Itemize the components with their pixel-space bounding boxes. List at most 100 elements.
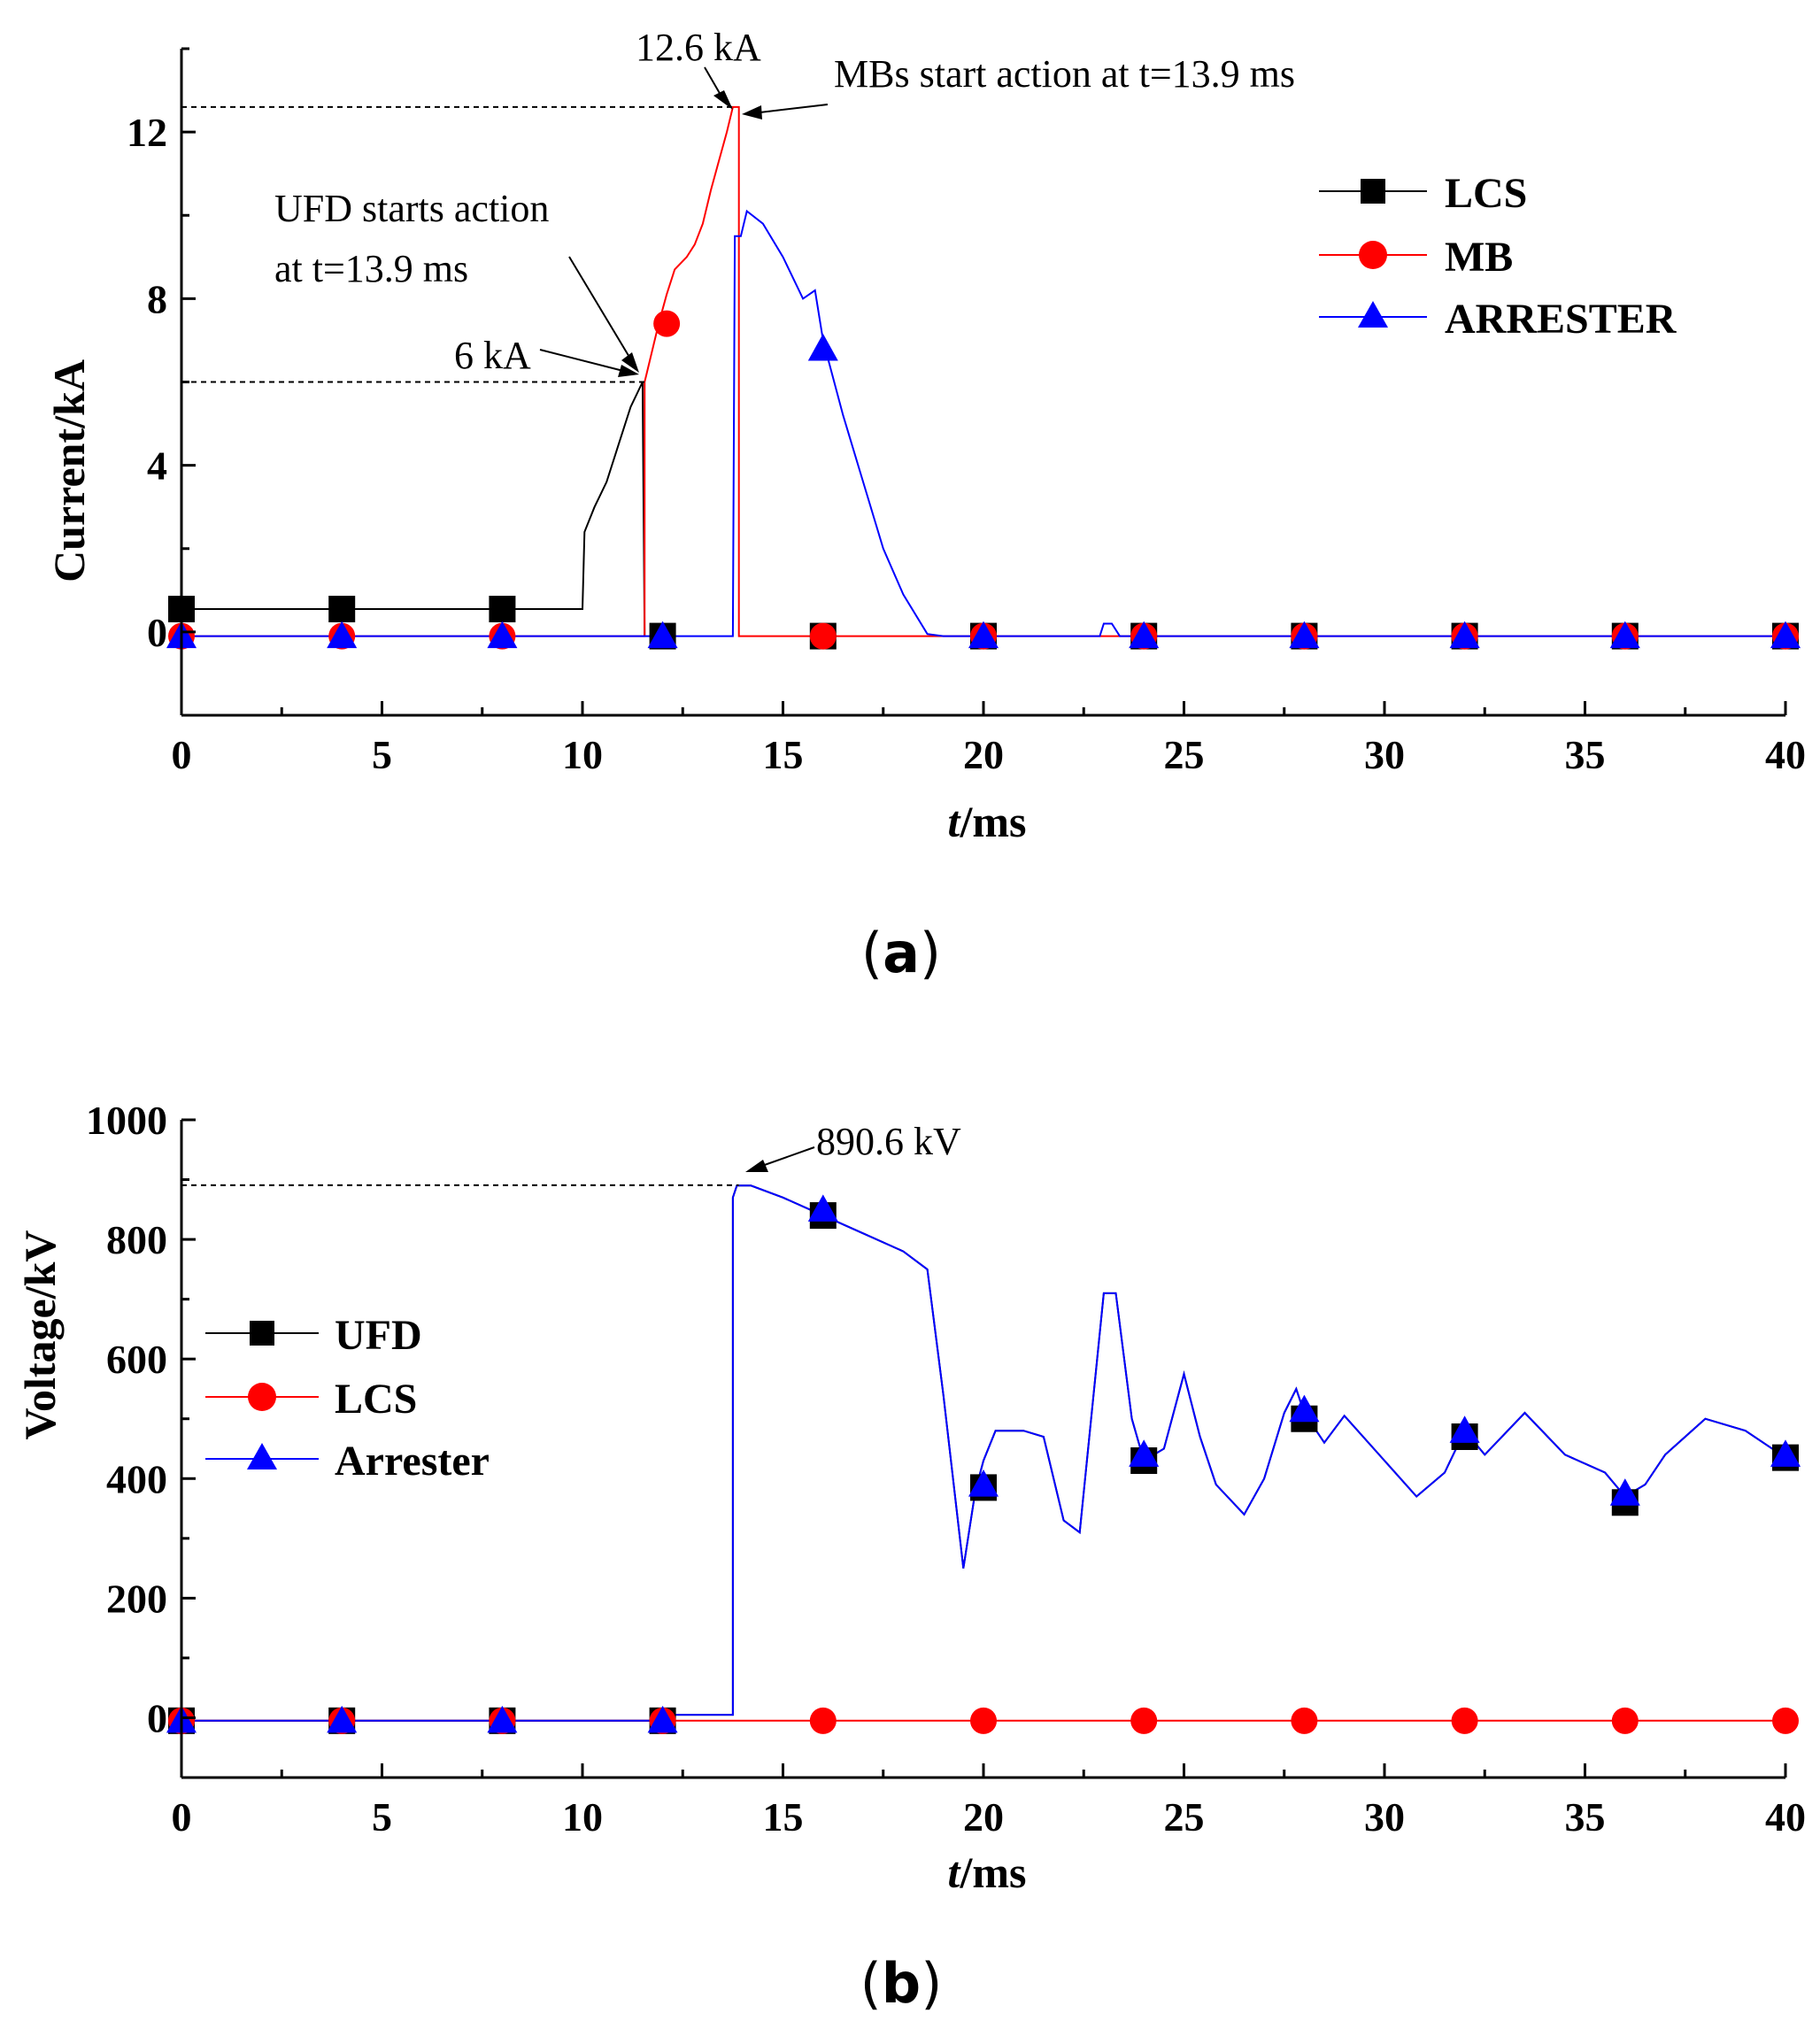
marker-b-arrester-6 xyxy=(1129,1439,1160,1467)
legend-a-mb-label: MB xyxy=(1445,234,1513,281)
legend-a-arrester-label: ARRESTER xyxy=(1445,296,1677,343)
x-tick-label-a-25: 25 xyxy=(1164,732,1205,777)
marker-b-arrester-5 xyxy=(968,1469,999,1497)
marker-b-arrester-10 xyxy=(1770,1439,1801,1467)
marker-b-arrester-1 xyxy=(327,1705,358,1733)
marker-a-arrester-3 xyxy=(647,621,678,649)
marker-a-mb-4 xyxy=(809,622,837,650)
x-tick-label-b-5: 5 xyxy=(372,1794,392,1840)
arrow-6ka-line xyxy=(539,349,628,373)
x-tick-label-b-30: 30 xyxy=(1364,1794,1405,1840)
series-line-a-lcs xyxy=(181,382,646,636)
x-tick-label-a-5: 5 xyxy=(372,732,392,777)
marker-a-lcs-1 xyxy=(328,595,356,622)
legend-b-arrester-marker xyxy=(247,1443,277,1469)
panel-b-letter: b xyxy=(882,1951,921,2016)
y-tick-label-b-400: 400 xyxy=(106,1456,167,1501)
annotation-peak-current: 12.6 kA xyxy=(636,26,761,69)
marker-a-arrester-1 xyxy=(327,621,358,649)
series-line-a-arrester xyxy=(181,209,1785,637)
x-tick-label-a-0: 0 xyxy=(172,732,192,777)
x-tick-label-b-25: 25 xyxy=(1164,1794,1205,1840)
panel-a-y-axis-title: Current/kA xyxy=(44,359,94,582)
panel-a-x-title-italic: t xyxy=(948,797,962,846)
x-tick-label-b-15: 15 xyxy=(763,1794,804,1840)
arrowhead-6ka xyxy=(618,365,639,377)
panel-b-y-axis-title: Voltage/kV xyxy=(15,1230,65,1439)
arrow-ufd-line xyxy=(568,256,634,364)
panel-a-series-markers xyxy=(166,310,1801,650)
marker-b-arrester-8 xyxy=(1449,1415,1480,1443)
marker-a-mb-3 xyxy=(653,310,681,337)
arrowhead-peak xyxy=(713,90,733,110)
legend-b-ufd-label: UFD xyxy=(335,1312,422,1359)
y-tick-label-a-12: 12 xyxy=(127,110,167,155)
legend-b-ufd-marker xyxy=(250,1321,274,1346)
annotation-peak-voltage: 890.6 kV xyxy=(816,1120,961,1163)
x-tick-label-b-35: 35 xyxy=(1565,1794,1606,1840)
marker-b-lcs-6 xyxy=(1130,1707,1158,1734)
marker-a-arrester-2 xyxy=(487,621,518,649)
arrowhead-peakv xyxy=(745,1160,768,1172)
marker-b-arrester-9 xyxy=(1609,1478,1640,1506)
legend-a-mb-marker xyxy=(1359,241,1387,269)
marker-b-arrester-7 xyxy=(1289,1394,1320,1423)
marker-a-arrester-9 xyxy=(1609,621,1640,649)
legend-a-lcs-label: LCS xyxy=(1445,170,1527,217)
panel-a-label: (a) xyxy=(861,921,941,985)
panel-b-x-title-italic: t xyxy=(948,1847,962,1897)
panel-a-axes: 0 5 10 15 20 25 30 35 40 0 4 8 12 xyxy=(127,47,1806,777)
marker-a-arrester-5 xyxy=(968,621,999,649)
marker-a-arrester-6 xyxy=(1129,621,1160,649)
x-tick-label-a-35: 35 xyxy=(1565,732,1606,777)
annotation-mbs-start-action: MBs start action at t=13.9 ms xyxy=(834,52,1295,96)
legend-a-arrester-marker xyxy=(1358,301,1388,328)
panel-a-legend: LCS MB ARRESTER xyxy=(1319,170,1677,343)
x-tick-label-b-40: 40 xyxy=(1765,1794,1806,1840)
marker-b-arrester-3 xyxy=(647,1705,678,1733)
marker-b-lcs-4 xyxy=(809,1707,837,1734)
marker-b-lcs-8 xyxy=(1451,1707,1478,1734)
panel-a-reference-lines xyxy=(181,105,736,383)
marker-a-arrester-7 xyxy=(1289,621,1320,649)
x-tick-label-a-40: 40 xyxy=(1765,732,1806,777)
panel-a-annotation-arrows xyxy=(539,66,829,373)
panel-a-current-chart: 0 5 10 15 20 25 30 35 40 0 4 8 12 Current/kA t/ms 12… xyxy=(44,26,1806,985)
legend-b-arrester-label: Arrester xyxy=(335,1438,490,1485)
legend-b-lcs-label: LCS xyxy=(335,1376,417,1423)
panel-a-arrowheads xyxy=(618,90,762,377)
panel-a-x-axis-title: t/ms xyxy=(948,797,1027,846)
legend-a-lcs-marker xyxy=(1361,179,1385,204)
y-tick-label-b-800: 800 xyxy=(106,1217,167,1262)
panel-b-x-title-unit: /ms xyxy=(959,1847,1026,1897)
marker-a-arrester-4 xyxy=(807,333,838,361)
panel-b-x-axis-title: t/ms xyxy=(948,1847,1027,1897)
panel-a-letter: a xyxy=(883,921,920,985)
y-tick-label-b-0: 0 xyxy=(147,1695,167,1740)
x-tick-label-b-0: 0 xyxy=(172,1794,192,1840)
annotation-6ka: 6 kA xyxy=(454,334,531,377)
arrow-peakv-line xyxy=(759,1146,815,1168)
y-tick-label-a-0: 0 xyxy=(147,610,167,655)
arrowhead-ufd xyxy=(621,352,639,373)
marker-b-lcs-9 xyxy=(1611,1707,1639,1734)
panel-b-legend: UFD LCS Arrester xyxy=(205,1312,490,1485)
marker-b-lcs-5 xyxy=(970,1707,997,1734)
arrow-mbs-line xyxy=(752,104,829,114)
marker-b-arrester-4 xyxy=(807,1194,838,1222)
series-line-a-mb xyxy=(181,105,1785,637)
marker-a-arrester-10 xyxy=(1770,621,1801,649)
y-tick-label-a-4: 4 xyxy=(147,444,167,489)
marker-a-lcs-2 xyxy=(489,595,516,622)
panel-b-label: (b) xyxy=(860,1951,943,2016)
arrowhead-mbs xyxy=(742,105,762,120)
marker-b-lcs-7 xyxy=(1291,1707,1318,1734)
legend-b-lcs-marker xyxy=(248,1383,276,1411)
y-tick-label-b-200: 200 xyxy=(106,1576,167,1621)
x-tick-label-a-30: 30 xyxy=(1364,732,1405,777)
x-tick-label-a-20: 20 xyxy=(963,732,1004,777)
x-tick-label-a-10: 10 xyxy=(562,732,603,777)
